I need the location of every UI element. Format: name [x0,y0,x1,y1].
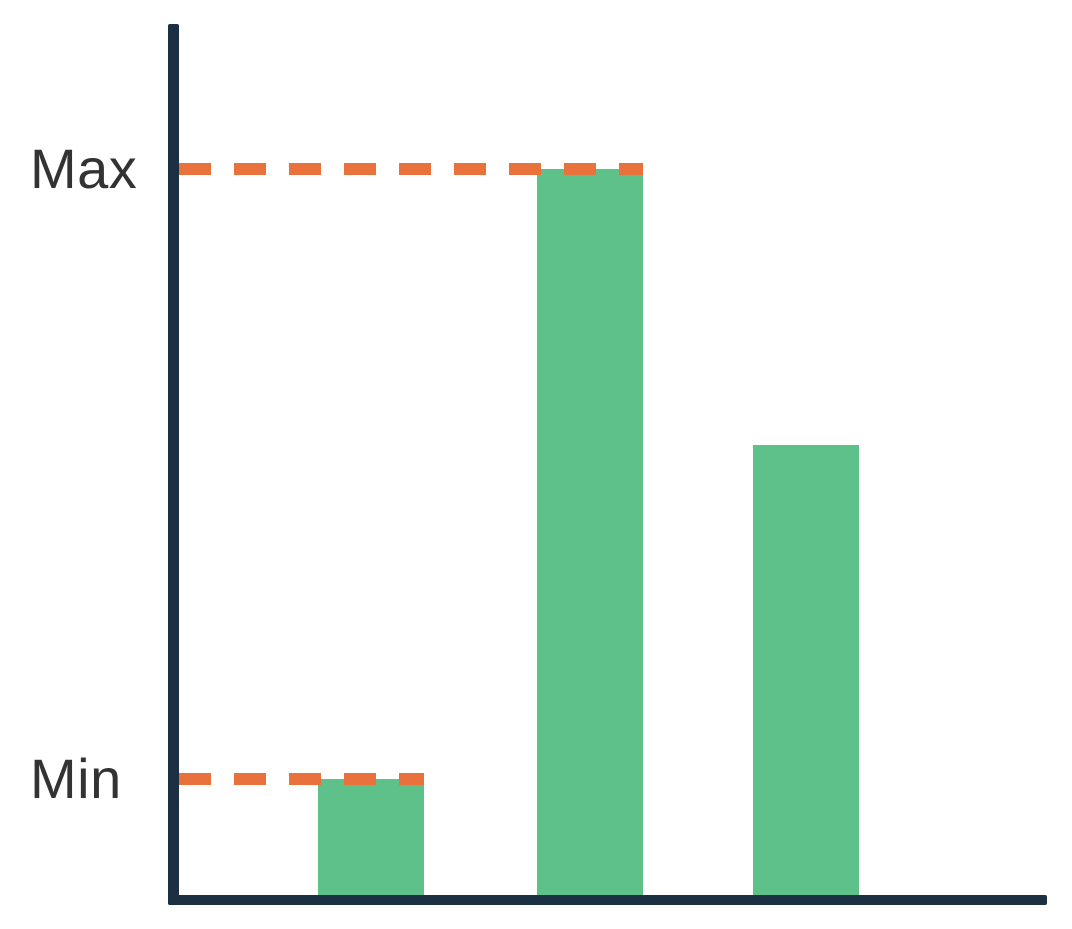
x-axis [168,895,1047,905]
y-axis [168,24,179,905]
annotation-label-max: Max [30,137,138,200]
max-dashed-line [179,163,643,175]
bar-bar-1 [318,779,424,895]
bar-bar-2 [537,169,643,895]
bar-bar-3 [753,445,859,895]
min-dashed-line [179,773,424,785]
annotation-label-min: Min [30,747,122,810]
plot-area [179,24,1047,895]
